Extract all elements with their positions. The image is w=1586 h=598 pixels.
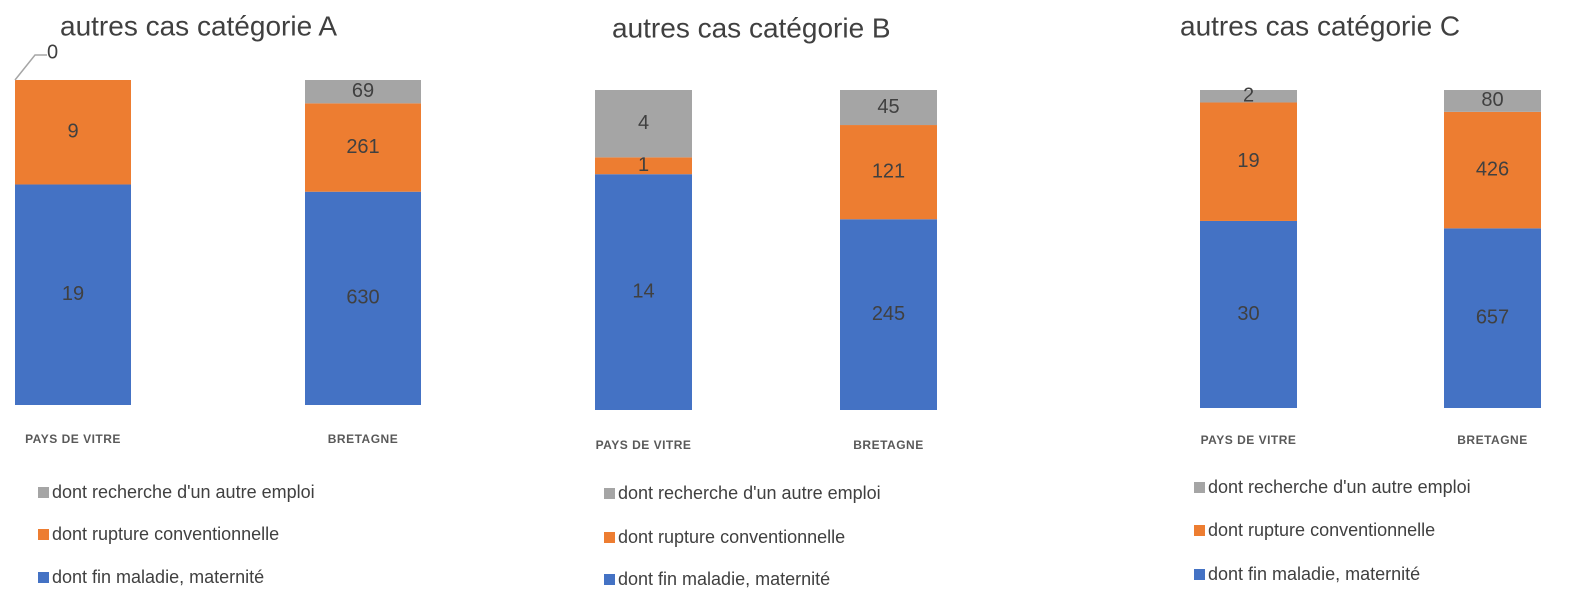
data-label: 30 xyxy=(1237,303,1259,325)
legend-swatch xyxy=(38,487,49,498)
data-label: 9 xyxy=(67,121,78,143)
x-tick-label: PAYS DE VITRE xyxy=(596,438,692,452)
x-tick-label: PAYS DE VITRE xyxy=(1201,433,1297,447)
legend-label: dont recherche d'un autre emploi xyxy=(1208,477,1471,497)
bar-segment xyxy=(840,125,937,220)
legend-swatch xyxy=(604,532,615,543)
legend-label: dont fin maladie, maternité xyxy=(1208,564,1420,584)
bar-segment xyxy=(840,90,937,126)
bar-segment xyxy=(595,157,692,175)
legend-swatch xyxy=(1194,525,1205,536)
bar-segment xyxy=(595,90,692,158)
data-label: 630 xyxy=(346,287,379,309)
legend-label: dont recherche d'un autre emploi xyxy=(52,482,315,502)
data-label: 45 xyxy=(877,96,899,118)
bar-segment xyxy=(1444,111,1541,229)
bar-segment xyxy=(1444,90,1541,112)
legend-label: dont recherche d'un autre emploi xyxy=(618,483,881,503)
legend-label: dont rupture conventionnelle xyxy=(618,527,845,547)
legend-swatch xyxy=(1194,482,1205,493)
data-label: 426 xyxy=(1476,158,1509,180)
chart-title: autres cas catégorie B xyxy=(612,12,891,43)
bar-segment xyxy=(15,184,131,405)
data-label: 121 xyxy=(872,160,905,182)
data-label: 19 xyxy=(1237,150,1259,172)
chart-title: autres cas catégorie A xyxy=(60,10,337,41)
data-label: 4 xyxy=(638,112,649,134)
bar-segment xyxy=(305,191,421,405)
legend-swatch xyxy=(604,574,615,585)
legend-label: dont fin maladie, maternité xyxy=(52,567,264,587)
data-label: 245 xyxy=(872,303,905,325)
data-label: 69 xyxy=(352,80,374,102)
data-label: 80 xyxy=(1481,89,1503,111)
legend-label: dont fin maladie, maternité xyxy=(618,569,830,589)
data-label: 14 xyxy=(632,280,654,302)
data-label: 261 xyxy=(346,136,379,158)
bar-segment xyxy=(1200,102,1297,221)
x-tick-label: BRETAGNE xyxy=(853,438,923,452)
bar-segment xyxy=(1444,228,1541,408)
leader-line xyxy=(14,54,47,81)
data-label: 0 xyxy=(47,41,58,63)
bar-segment xyxy=(1200,220,1297,408)
legend-swatch xyxy=(38,572,49,583)
bar-segment xyxy=(15,80,131,185)
data-label: 2 xyxy=(1243,85,1254,107)
legend-label: dont rupture conventionnelle xyxy=(52,524,279,544)
data-label: 19 xyxy=(62,283,84,305)
legend-swatch xyxy=(1194,569,1205,580)
data-label: 657 xyxy=(1476,306,1509,328)
chart-title: autres cas catégorie C xyxy=(1180,10,1460,41)
bar-segment xyxy=(305,80,421,104)
legend-label: dont rupture conventionnelle xyxy=(1208,520,1435,540)
x-tick-label: PAYS DE VITRE xyxy=(25,432,121,446)
legend-swatch xyxy=(604,488,615,499)
bar-segment xyxy=(1200,90,1297,103)
bar-segment xyxy=(595,174,692,410)
x-tick-label: BRETAGNE xyxy=(1457,433,1527,447)
bar-segment xyxy=(305,103,421,192)
bar-segment xyxy=(840,219,937,410)
legend-swatch xyxy=(38,529,49,540)
data-label: 1 xyxy=(638,154,649,176)
x-tick-label: BRETAGNE xyxy=(328,432,398,446)
